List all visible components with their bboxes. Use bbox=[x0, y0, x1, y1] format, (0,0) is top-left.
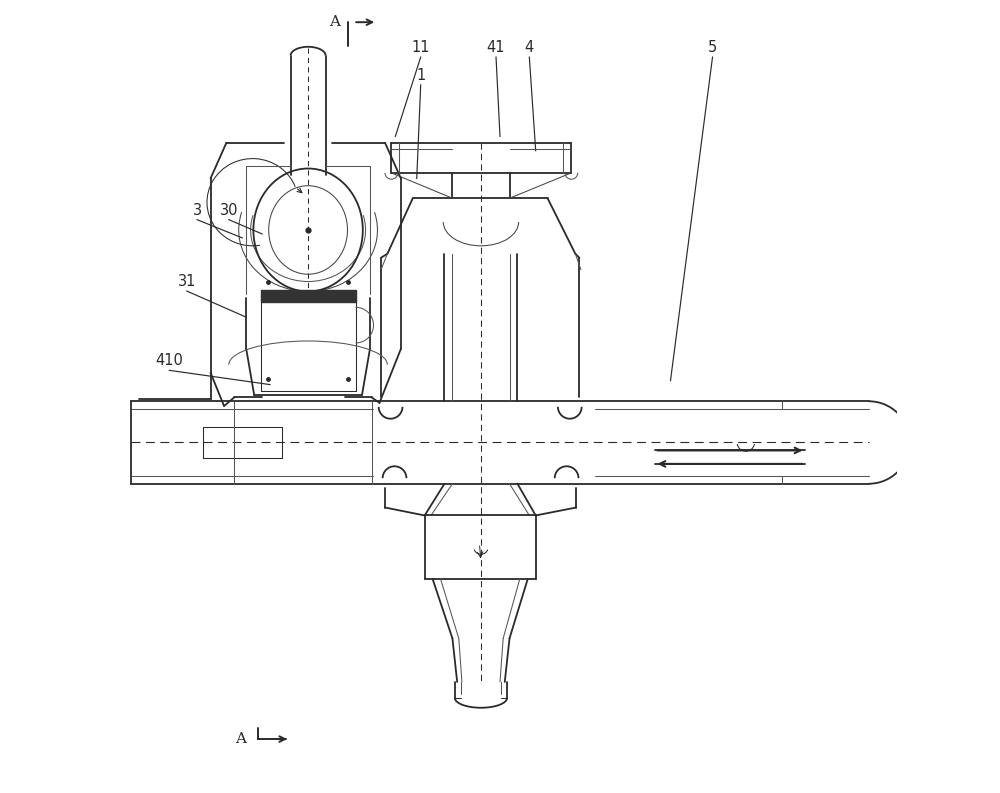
Text: 3: 3 bbox=[193, 203, 202, 217]
Text: 5: 5 bbox=[708, 40, 717, 55]
Text: A: A bbox=[235, 732, 246, 746]
Bar bbox=[261, 289, 356, 301]
Text: 30: 30 bbox=[220, 203, 238, 217]
Text: 1: 1 bbox=[416, 68, 425, 82]
Text: 31: 31 bbox=[178, 274, 196, 289]
Text: 41: 41 bbox=[487, 40, 505, 55]
Text: A: A bbox=[330, 15, 341, 29]
Text: 11: 11 bbox=[411, 40, 430, 55]
Text: 4: 4 bbox=[525, 40, 534, 55]
Text: 410: 410 bbox=[155, 354, 183, 368]
